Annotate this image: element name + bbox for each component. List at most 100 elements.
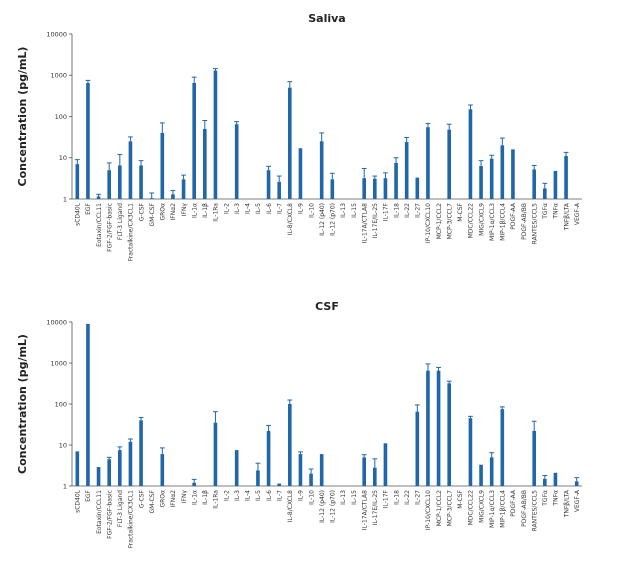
x-tick-label: IL-12 (p40): [319, 490, 326, 523]
bar-20: [288, 404, 292, 486]
y-tick-label: 10000: [46, 30, 67, 38]
chart-title: Saliva: [308, 12, 345, 25]
x-tick-label: TNFα: [553, 490, 560, 507]
x-tick-label: IP-10/CXCL10: [425, 203, 432, 243]
x-tick-label: FLT-3 Ligand: [117, 203, 124, 240]
x-tick-label: IL-9: [298, 490, 305, 501]
x-tick-label: VEGF-A: [574, 202, 581, 225]
x-tick-label: TGFα: [542, 490, 549, 507]
bar-23: [319, 454, 324, 486]
bar-8: [160, 454, 165, 486]
x-tick-label: IFNα2: [170, 203, 177, 221]
x-tick-label: IL-1Ra: [213, 203, 220, 222]
bar-3: [107, 170, 111, 199]
bar-19: [277, 181, 281, 199]
y-tick-label: 10: [59, 441, 67, 449]
bar-7: [149, 198, 154, 199]
bar-38: [479, 464, 483, 486]
y-tick-label: 10: [59, 154, 67, 162]
x-tick-label: RANTES/CCL5: [531, 203, 538, 245]
bar-37: [468, 418, 473, 486]
x-tick-label: MDC/CCL22: [468, 203, 475, 239]
bar-32: [415, 411, 420, 486]
y-axis-label: Concentration (pg/mL): [16, 47, 29, 187]
x-tick-label: IL-13: [340, 490, 347, 505]
y-tick-label: 1: [63, 482, 67, 490]
x-tick-label: IL-10: [308, 203, 315, 218]
x-tick-label: IL-13: [340, 203, 347, 218]
x-tick-label: IL-1β: [202, 203, 209, 218]
bar-2: [96, 196, 101, 199]
bar-27: [362, 178, 366, 199]
bar-11: [192, 482, 196, 486]
bar-10: [181, 179, 186, 199]
bar-12: [203, 128, 207, 199]
bar-17: [256, 470, 260, 486]
x-tick-label: IL-12 (p70): [330, 490, 337, 523]
y-tick-label: 1000: [50, 359, 67, 367]
x-tick-label: IL-7: [276, 490, 283, 501]
x-tick-label: IL-5: [255, 490, 262, 501]
x-tick-label: MCP-1/CCL2: [436, 490, 443, 527]
bar-39: [489, 457, 494, 486]
x-tick-label: IL-8/CXCL8: [287, 490, 294, 522]
x-tick-label: RANTES/CCL5: [531, 490, 538, 532]
x-tick-label: FGF-2/FGF-basic: [106, 490, 113, 539]
bar-0: [75, 164, 80, 199]
bar-1: [86, 323, 90, 486]
x-tick-label: IL-2: [223, 490, 230, 501]
x-tick-label: GROα: [160, 490, 167, 508]
bar-4: [118, 450, 122, 486]
bar-0: [75, 451, 80, 486]
x-tick-label: G-CSF: [138, 489, 145, 508]
x-tick-label: GM-CSF: [149, 202, 156, 226]
bar-2: [96, 467, 101, 486]
x-tick-label: IL-22: [404, 490, 411, 505]
bar-47: [574, 481, 579, 486]
bar-40: [500, 409, 505, 486]
saliva-panel: Saliva Concentration (pg/mL) 1 10 100 1000 100…: [16, 12, 582, 261]
bar-13: [213, 70, 218, 199]
x-tick-label: IL-7: [276, 203, 283, 214]
x-tick-label: IL-27: [415, 490, 422, 505]
x-tick-label: MIP-1β/CCL4: [500, 490, 507, 528]
x-tick-label: IL-22: [404, 203, 411, 218]
x-tick-label: IL-18: [393, 490, 400, 505]
x-tick-label: PDGF-AB/BB: [521, 203, 528, 240]
x-tick-label: TNFα: [553, 203, 560, 220]
bar-31: [404, 142, 409, 199]
x-tick-label: TNFβ/LTA: [563, 202, 570, 231]
x-tick-label: IL-18: [393, 203, 400, 218]
x-tick-label: IL-2: [223, 203, 230, 214]
x-tick-label: IL-8/CXCL8: [287, 203, 294, 235]
x-tick-label: TNFβ/LTA: [563, 489, 570, 518]
bar-43: [532, 430, 536, 486]
bar-46: [564, 156, 568, 199]
x-tick-label: MIP-1α/CCL3: [489, 490, 496, 528]
x-tick-label: PDGF-AA: [510, 489, 517, 517]
x-tick-label: EGF: [85, 489, 92, 501]
x-tick-label: MIP-1β/CCL4: [500, 203, 507, 241]
bar-33: [426, 370, 430, 486]
bar-40: [500, 145, 505, 199]
x-tick-label: IL-1β: [202, 490, 209, 505]
x-tick-label: MCP-3/CCL7: [446, 490, 453, 527]
x-tick-label: Fractalkine/CX3CL1: [128, 490, 135, 548]
bar-5: [128, 141, 133, 199]
bar-38: [479, 166, 483, 199]
bar-32: [415, 177, 420, 199]
bar-43: [532, 169, 536, 199]
bar-20: [288, 87, 292, 199]
x-tick-label: IL-1α: [191, 490, 198, 505]
x-tick-label: PDGF-AB/BB: [521, 490, 528, 527]
bar-1: [86, 82, 90, 199]
x-tick-label: IL-17A/CTLA8: [361, 203, 368, 243]
x-tick-label: IL-1Ra: [213, 490, 220, 509]
bar-41: [511, 149, 515, 199]
x-tick-label: IL-17F: [383, 202, 390, 221]
bar-15: [234, 450, 239, 486]
x-tick-label: IL-12 (p70): [330, 203, 337, 236]
bar-29: [383, 443, 388, 486]
